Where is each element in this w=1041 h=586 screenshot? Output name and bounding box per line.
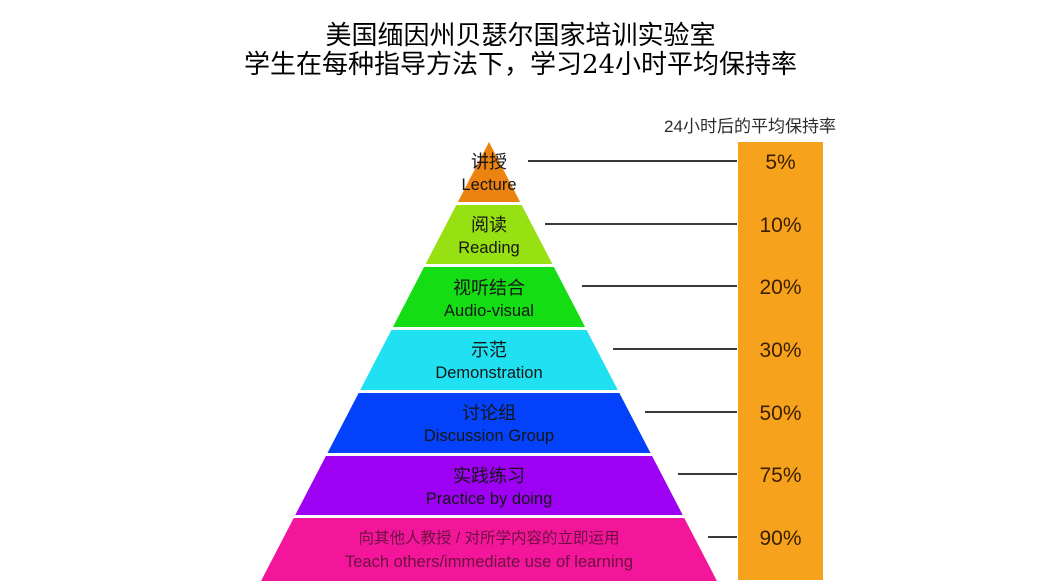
retention-value-20: 20% [759, 276, 802, 300]
pyramid-level-band-7 [261, 518, 717, 581]
retention-value-50: 50% [759, 401, 802, 425]
pyramid-level-band-3 [261, 267, 717, 328]
retention-bar: 5% 10% 20% 30% 50% 75% 90% [738, 142, 823, 580]
retention-value-5: 5% [765, 150, 796, 174]
connector-line-7 [708, 536, 737, 539]
connector-line-4 [613, 347, 737, 350]
retention-value-30: 30% [759, 338, 802, 362]
connector-line-3 [582, 285, 737, 288]
retention-value-90: 90% [759, 527, 802, 551]
connector-line-1 [528, 159, 737, 162]
retention-value-10: 10% [759, 213, 802, 237]
connector-line-6 [678, 473, 737, 476]
pyramid-level-band-5 [261, 392, 717, 453]
pyramid-level-band-2 [261, 204, 717, 265]
page-title-line1: 美国缅因州贝瑟尔国家培训实验室 [325, 21, 716, 51]
pyramid-level-band-6 [261, 455, 717, 516]
page-title: 美国缅因州贝瑟尔国家培训实验室 学生在每种指导方法下，学习24小时平均保持率 [0, 22, 1041, 80]
learning-pyramid [261, 142, 717, 581]
page-title-line2: 学生在每种指导方法下，学习24小时平均保持率 [243, 50, 798, 80]
retention-value-75: 75% [759, 464, 802, 488]
pyramid-level-band-4 [261, 330, 717, 390]
retention-bar-header: 24小时后的平均保持率 [664, 117, 836, 136]
pyramid-level-band-1 [261, 142, 717, 202]
connector-line-5 [645, 410, 737, 413]
connector-line-2 [545, 222, 737, 225]
